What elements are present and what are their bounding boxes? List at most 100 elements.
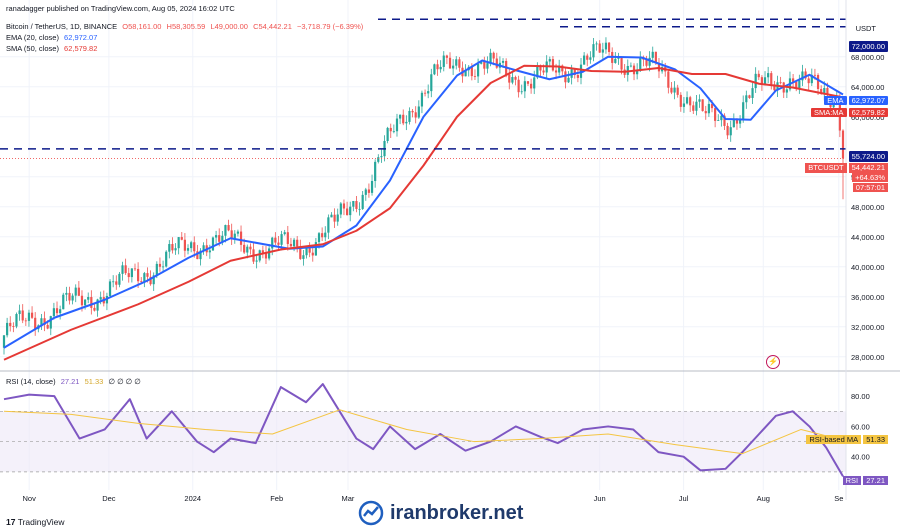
candle-body — [255, 260, 258, 262]
candle-body — [701, 99, 704, 112]
candle-body — [211, 237, 215, 251]
candle-body — [773, 84, 776, 91]
candle-body — [177, 237, 180, 249]
event-icon[interactable]: ⚡ — [766, 355, 780, 369]
candle-body — [520, 91, 523, 93]
time-tick-label: Mar — [342, 494, 355, 503]
candle-body — [770, 73, 773, 85]
candle-body — [667, 71, 670, 88]
candle-body — [249, 246, 252, 250]
ema-line — [3, 55, 844, 349]
candle-body — [679, 94, 682, 107]
candle-body — [785, 89, 788, 93]
candle-body — [324, 232, 327, 238]
candle-body — [246, 246, 249, 253]
candle-body — [807, 78, 810, 84]
candle-body — [720, 115, 723, 121]
candle-body — [823, 87, 826, 94]
candle-body — [227, 225, 230, 231]
candle-body — [495, 58, 498, 68]
candle-body — [140, 281, 143, 283]
ohlc-low: L49,000.00 — [210, 22, 248, 31]
candle-body — [143, 273, 146, 282]
price-tick-label: 60,000.00 — [851, 113, 884, 122]
candle-body — [738, 119, 742, 124]
candle-body — [411, 110, 414, 113]
price-tick-label: 32,000.00 — [851, 323, 884, 332]
ohlc-open: O58,161.00 — [122, 22, 162, 31]
candle-body — [358, 208, 361, 210]
candle-body — [402, 114, 405, 124]
candle-body — [448, 57, 452, 69]
candle-body — [583, 55, 586, 65]
candle-body — [18, 310, 21, 315]
candle-body — [757, 73, 760, 78]
candle-body — [74, 287, 77, 296]
candle-body — [174, 248, 177, 251]
candle-body — [548, 59, 551, 62]
candle-body — [723, 115, 726, 126]
candle-body — [180, 237, 183, 240]
candle-body — [458, 59, 461, 68]
symbol-label[interactable]: Bitcoin / TetherUS, 1D, BINANCE — [6, 22, 118, 31]
candle-body — [280, 234, 283, 245]
candle-body — [779, 82, 782, 84]
ema-legend[interactable]: EMA (20, close) 62,972.07 — [6, 33, 98, 42]
candle-body — [43, 318, 46, 325]
candle-body — [311, 252, 314, 256]
candle-body — [501, 60, 505, 63]
candle-body — [533, 77, 536, 89]
candle-body — [377, 157, 380, 162]
candle-body — [748, 95, 751, 98]
candle-body — [586, 55, 589, 60]
candle-body — [289, 243, 293, 247]
candle-body — [286, 232, 289, 244]
candle-body — [511, 77, 514, 83]
price-tick-label: 68,000.00 — [851, 53, 884, 62]
candle-body — [202, 245, 205, 251]
candle-body — [417, 106, 420, 118]
candle-body — [414, 112, 417, 118]
candle-body — [651, 51, 654, 58]
candle-body — [726, 125, 729, 136]
price-tick-label: 28,000.00 — [851, 353, 884, 362]
price-tick-label: 36,000.00 — [851, 293, 884, 302]
candle-body — [639, 57, 642, 70]
candle-body — [589, 57, 592, 60]
candle-body — [561, 65, 564, 72]
candle-body — [230, 230, 233, 239]
candle-body — [801, 71, 804, 81]
candle-body — [87, 297, 90, 300]
candle-body — [24, 320, 27, 322]
price-tick-label: 44,000.00 — [851, 233, 884, 242]
candle-body — [791, 78, 795, 82]
candle-body — [427, 91, 430, 94]
rsi-tag: RSI 27.21 — [842, 475, 888, 486]
candle-body — [595, 43, 598, 45]
candle-body — [352, 201, 355, 207]
sma-legend[interactable]: SMA (50, close) 62,579.82 — [6, 44, 98, 53]
candle-body — [65, 292, 68, 295]
tradingview-footer[interactable]: 17 TradingView — [6, 517, 65, 527]
candle-body — [342, 203, 346, 209]
candle-body — [239, 231, 243, 245]
time-tick-label: Feb — [270, 494, 283, 503]
candle-body — [302, 255, 305, 259]
candle-body — [439, 66, 442, 70]
candle-body — [648, 57, 651, 66]
candle-body — [80, 295, 84, 306]
rsi-legend[interactable]: RSI (14, close) 27.21 51.33 ∅ ∅ ∅ ∅ — [6, 377, 141, 386]
candle-body — [620, 57, 623, 70]
candle-body — [46, 324, 49, 329]
candle-body — [261, 250, 264, 253]
currency-label[interactable]: USDT — [855, 24, 876, 33]
candle-body — [55, 308, 59, 314]
candle-body — [30, 312, 34, 318]
candle-body — [473, 76, 477, 77]
candle-body — [607, 42, 611, 52]
candle-body — [380, 156, 383, 158]
candle-body — [682, 103, 686, 107]
candle-body — [464, 70, 467, 77]
price-tick-label: 40,000.00 — [851, 263, 884, 272]
